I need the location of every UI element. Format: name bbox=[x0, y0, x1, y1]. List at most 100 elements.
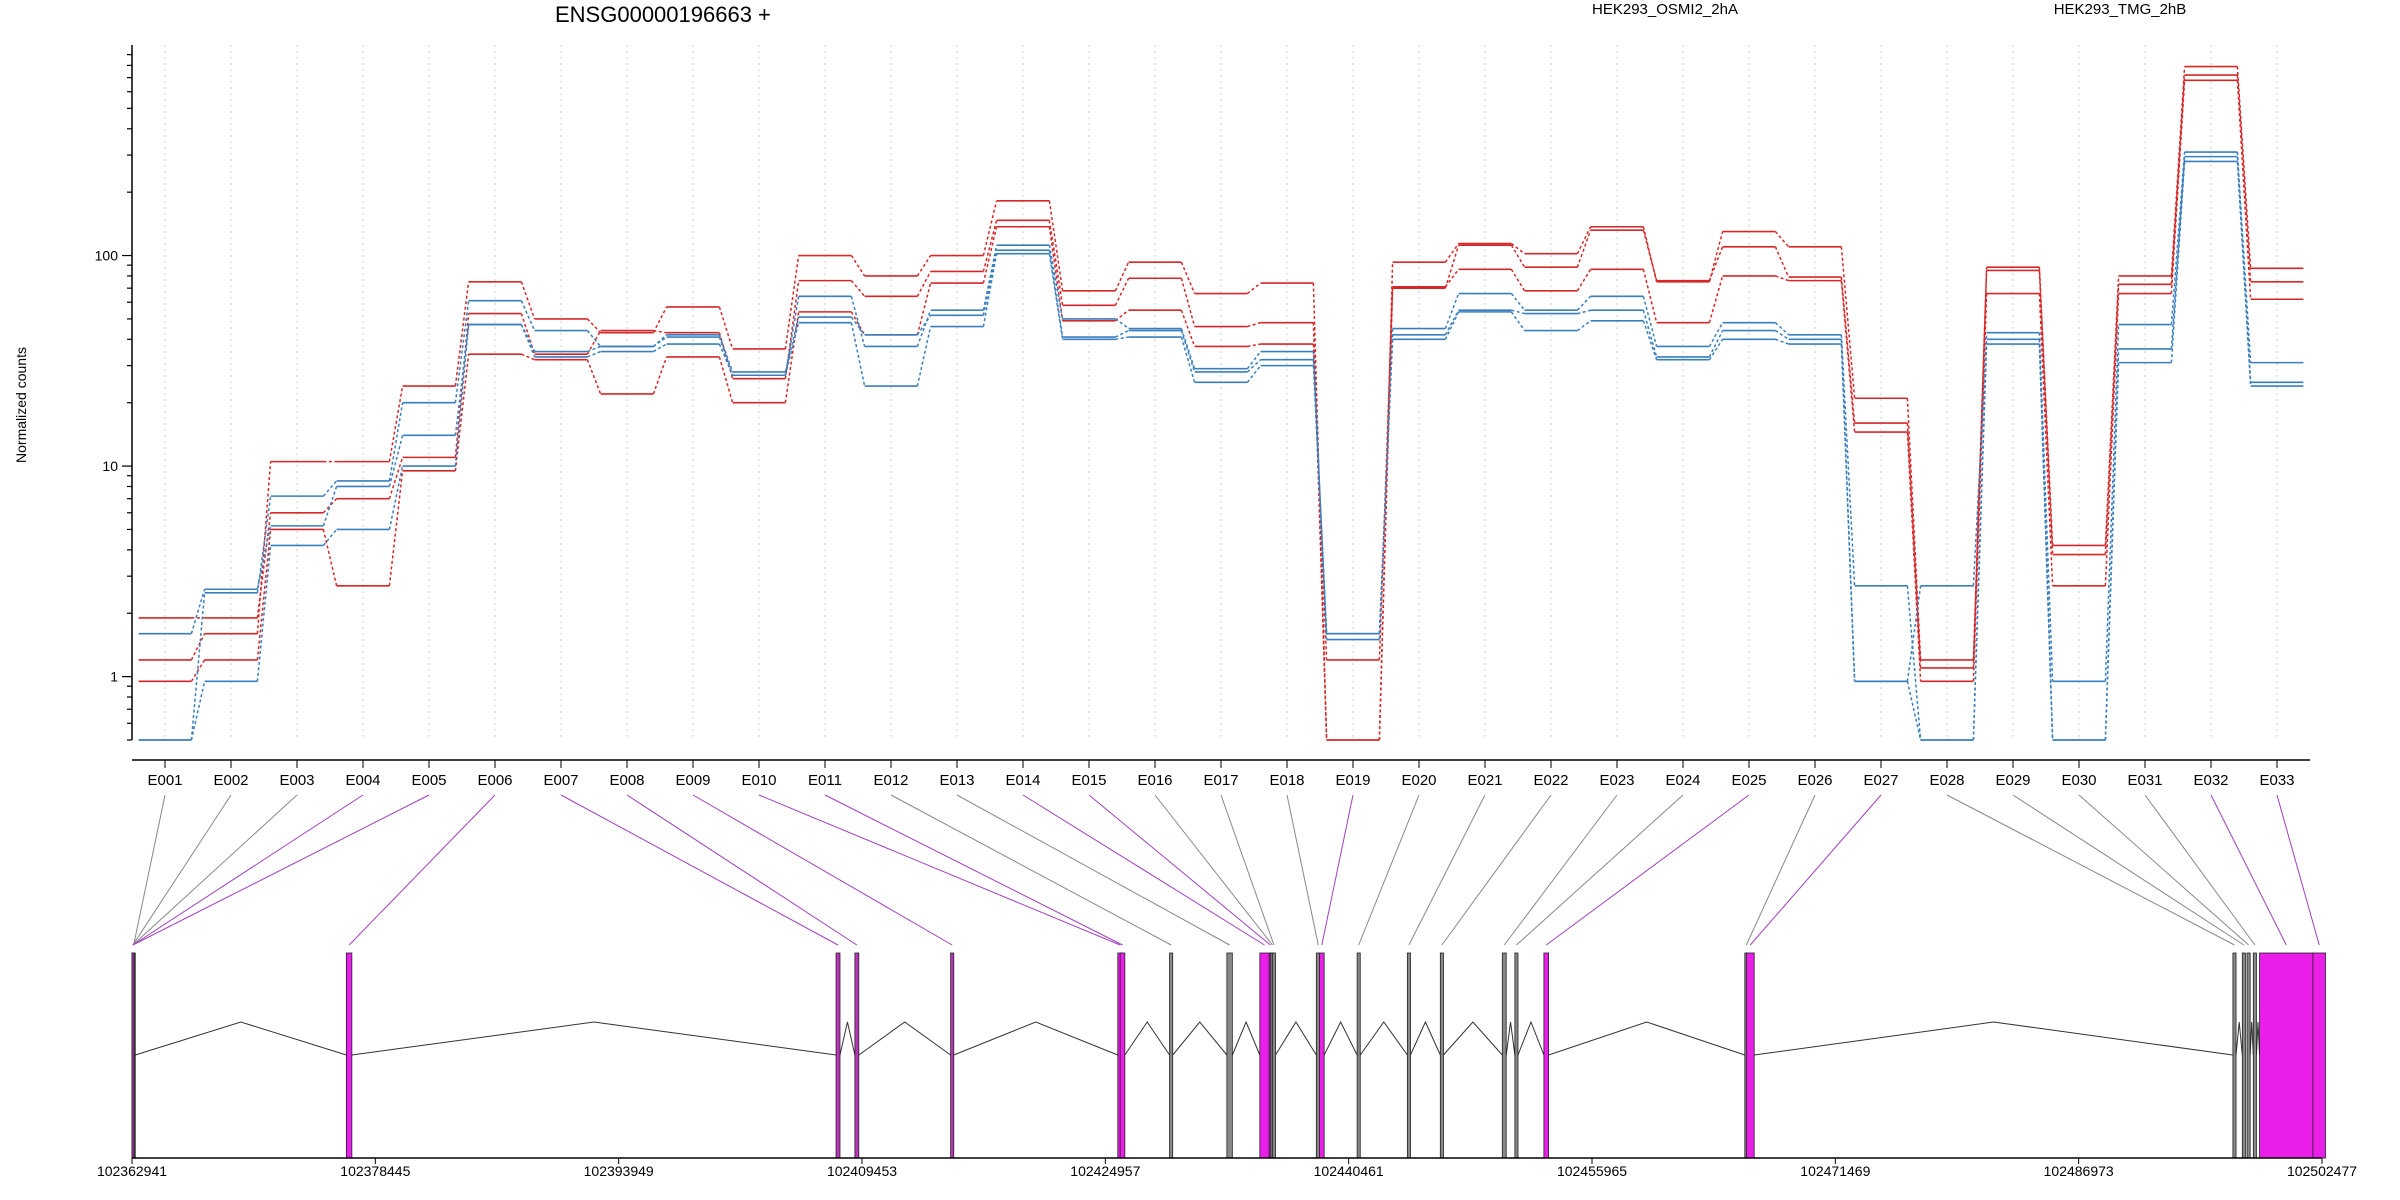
series-connector bbox=[521, 353, 535, 361]
exon-label-E025: E025 bbox=[1731, 772, 1766, 789]
coordinate-label: 102378445 bbox=[340, 1163, 410, 1179]
exon-label-E026: E026 bbox=[1797, 772, 1832, 789]
intron bbox=[1505, 1021, 1516, 1056]
intron bbox=[1323, 1020, 1358, 1056]
series-connector bbox=[2104, 362, 2120, 741]
exon-mapping-E012 bbox=[890, 794, 1172, 946]
exon-box-E031 bbox=[2252, 952, 2257, 1159]
series-connector bbox=[322, 498, 338, 514]
exon-mapping-E025 bbox=[1545, 794, 1750, 946]
series-connector bbox=[1444, 309, 1460, 336]
series-connector bbox=[1708, 275, 1724, 323]
exon-label-E002: E002 bbox=[213, 772, 248, 789]
series-connector bbox=[982, 253, 998, 327]
series-connector bbox=[784, 316, 800, 373]
series-connector bbox=[916, 314, 932, 336]
series-connector bbox=[586, 330, 602, 347]
series-connector bbox=[850, 296, 866, 347]
series-connector bbox=[1180, 336, 1196, 383]
exon-label-E016: E016 bbox=[1137, 772, 1172, 789]
series-connector bbox=[718, 334, 734, 373]
series-connector bbox=[256, 512, 272, 619]
intron bbox=[1124, 1021, 1170, 1056]
exon-label-E020: E020 bbox=[1401, 772, 1436, 789]
series-connector bbox=[1775, 275, 1789, 282]
exon-mapping-E010 bbox=[758, 794, 1121, 946]
series-connector bbox=[1180, 261, 1196, 294]
series-connector bbox=[718, 336, 734, 376]
exon-box-E022 bbox=[1439, 952, 1444, 1159]
y-tick-label: 100 bbox=[95, 248, 119, 264]
series-connector bbox=[322, 486, 338, 527]
exon-mapping-E021 bbox=[1408, 794, 1486, 946]
exon-box-E007 bbox=[835, 952, 841, 1159]
exon-label-E033: E033 bbox=[2259, 772, 2294, 789]
series-connector bbox=[916, 309, 932, 347]
exon-box-E027 bbox=[1745, 952, 1755, 1159]
exon-box-E014 bbox=[1259, 952, 1270, 1159]
coordinate-label: 102440461 bbox=[1314, 1163, 1384, 1179]
legend: HEK293_OSMI2_2hA HEK293_TMG_2hB bbox=[1592, 1, 2186, 18]
series-connector bbox=[1180, 328, 1196, 369]
exon-mapping-E014 bbox=[1022, 794, 1265, 946]
coordinate-label: 102393949 bbox=[584, 1163, 654, 1179]
series-connector bbox=[784, 311, 800, 403]
intron bbox=[1275, 1021, 1317, 1056]
intron bbox=[1359, 1021, 1408, 1056]
series-connector bbox=[1246, 351, 1262, 370]
series-connector bbox=[784, 322, 800, 376]
exon-mapping-E027 bbox=[1749, 794, 1882, 946]
series-connector bbox=[1510, 242, 1526, 255]
series-connector bbox=[2104, 293, 2120, 586]
series-connector bbox=[586, 318, 602, 334]
series-connector bbox=[1840, 334, 1856, 586]
series-connector bbox=[653, 343, 667, 353]
intron bbox=[1443, 1021, 1503, 1056]
exon-mapping-E033 bbox=[2276, 794, 2320, 946]
y-axis-label: Normalized counts bbox=[13, 347, 29, 463]
exon-label-E030: E030 bbox=[2061, 772, 2096, 789]
series-connector bbox=[982, 245, 998, 311]
exon-label-E023: E023 bbox=[1599, 772, 1634, 789]
series-connector bbox=[850, 255, 866, 277]
series-connector bbox=[1840, 277, 1856, 424]
series-connector bbox=[1444, 244, 1460, 289]
series-HEK293_TMG_2hB bbox=[138, 160, 2304, 741]
series-connector bbox=[1972, 343, 1988, 741]
series-connector bbox=[1444, 311, 1460, 340]
series-connector bbox=[1115, 336, 1129, 341]
exon-box-E005 bbox=[131, 952, 135, 1159]
series-connector bbox=[1444, 293, 1460, 329]
series-connector bbox=[2104, 324, 2120, 682]
series-connector bbox=[2038, 343, 2054, 741]
series-connector bbox=[1576, 268, 1592, 292]
exon-mapping-E009 bbox=[692, 794, 953, 946]
series-connector bbox=[1642, 320, 1658, 360]
series-connector bbox=[982, 250, 998, 316]
series-connector bbox=[1510, 268, 1526, 292]
series-connector bbox=[1114, 277, 1130, 306]
exon-box-E033 bbox=[2312, 952, 2326, 1159]
series-connector bbox=[1774, 246, 1790, 278]
exon-box-E017 bbox=[1271, 952, 1276, 1159]
series-connector bbox=[1114, 261, 1130, 292]
series-connector bbox=[916, 271, 932, 297]
series-connector bbox=[1180, 278, 1196, 327]
series-connector bbox=[2236, 80, 2252, 300]
series-connector bbox=[1906, 681, 1922, 741]
intron bbox=[135, 1021, 347, 1056]
series-connector bbox=[190, 681, 206, 741]
exon-label-E015: E015 bbox=[1071, 772, 1106, 789]
series-connector bbox=[2236, 161, 2252, 387]
series-connector bbox=[718, 306, 734, 350]
series-connector bbox=[388, 470, 404, 586]
series-connector bbox=[2038, 293, 2054, 586]
exon-box-E028 bbox=[2232, 952, 2237, 1159]
series-connector bbox=[1972, 339, 1988, 586]
intron bbox=[1231, 1020, 1261, 1056]
coordinate-label: 102486973 bbox=[2044, 1163, 2114, 1179]
exon-mapping-E003 bbox=[132, 794, 298, 946]
series-connector bbox=[982, 226, 998, 284]
series-connector bbox=[388, 457, 404, 499]
